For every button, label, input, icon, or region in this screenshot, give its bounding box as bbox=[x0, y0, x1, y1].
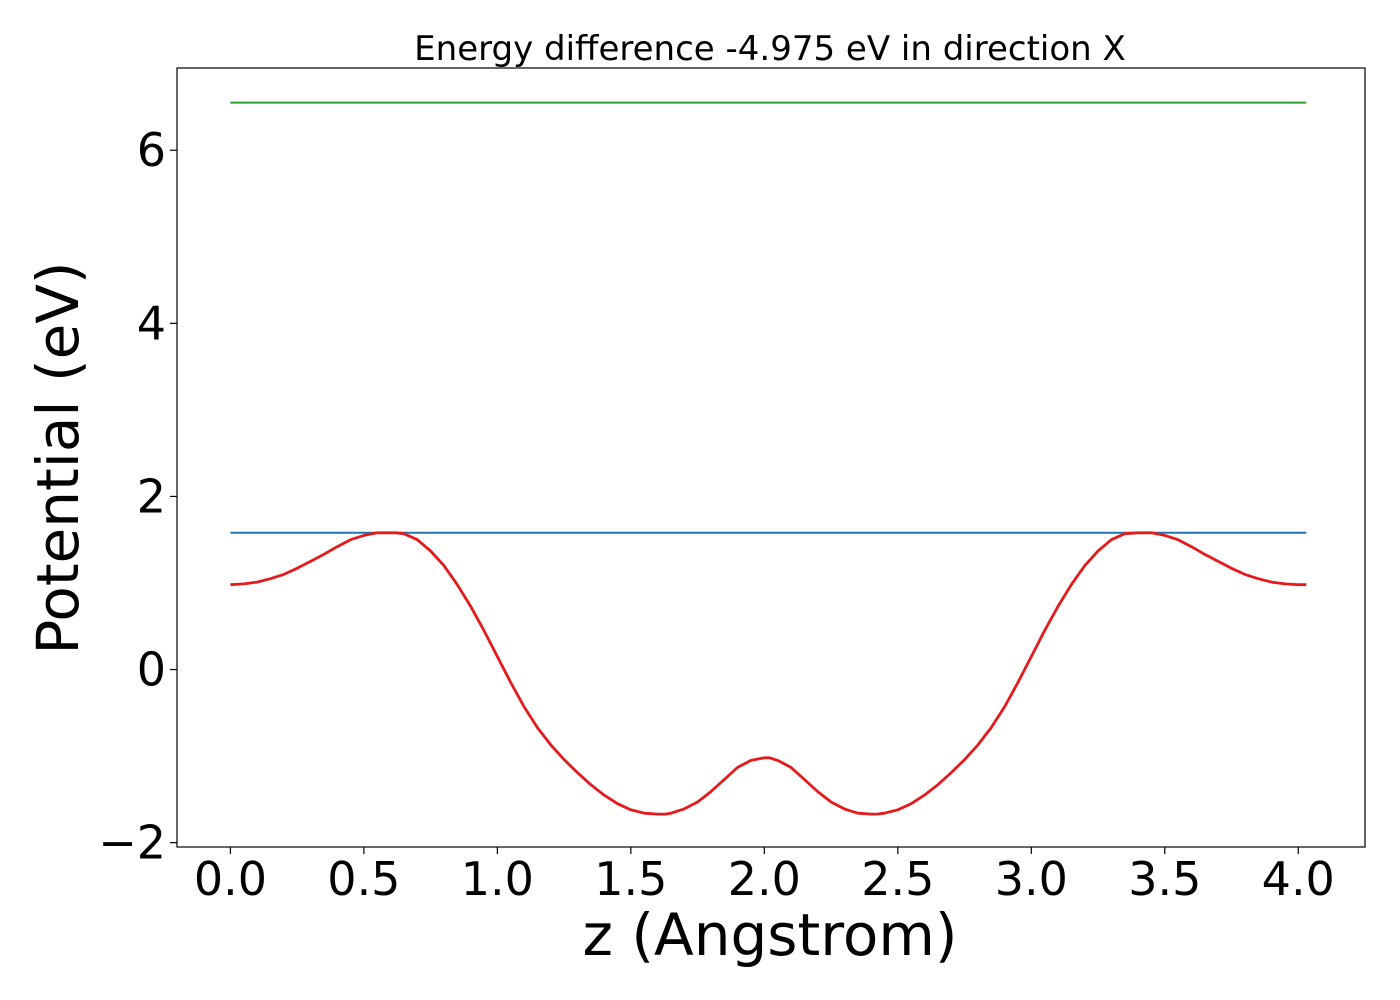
x-tick-label: 1.5 bbox=[594, 852, 667, 906]
x-tick-label: 0.0 bbox=[194, 852, 267, 906]
y-axis-ticks: −2 0 2 4 6 bbox=[98, 123, 177, 870]
y-tick-label: 0 bbox=[137, 643, 166, 697]
x-tick-label: 3.5 bbox=[1128, 852, 1201, 906]
y-tick-label: 2 bbox=[137, 469, 166, 523]
x-tick-label: 2.0 bbox=[728, 852, 801, 906]
x-tick-label: 0.5 bbox=[327, 852, 400, 906]
y-tick-label: −2 bbox=[98, 816, 166, 870]
plot-frame bbox=[176, 67, 1366, 848]
series-line-2 bbox=[230, 531, 1307, 816]
x-tick-label: 4.0 bbox=[1262, 852, 1335, 906]
y-tick-label: 4 bbox=[137, 296, 166, 350]
x-axis-label: z (Angstrom) bbox=[583, 901, 958, 969]
y-tick-label: 6 bbox=[137, 123, 166, 177]
x-axis-ticks: 0.0 0.5 1.0 1.5 2.0 2.5 3.0 3.5 4.0 bbox=[194, 847, 1335, 906]
plot-area bbox=[230, 101, 1307, 816]
x-tick-label: 2.5 bbox=[861, 852, 934, 906]
chart-title: Energy difference -4.975 eV in direction… bbox=[414, 29, 1126, 69]
x-tick-label: 1.0 bbox=[461, 852, 534, 906]
x-tick-label: 3.0 bbox=[995, 852, 1068, 906]
y-axis-label: Potential (eV) bbox=[24, 261, 92, 654]
